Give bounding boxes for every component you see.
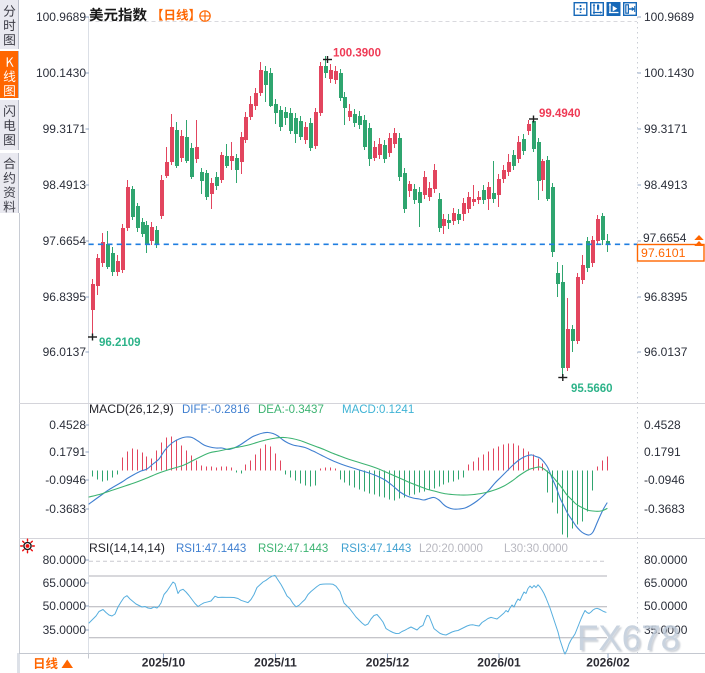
svg-text:2026/02: 2026/02 (586, 656, 630, 670)
svg-text:65.0000: 65.0000 (644, 576, 688, 590)
svg-text:96.2109: 96.2109 (99, 337, 141, 349)
svg-text:2025/12: 2025/12 (366, 656, 410, 670)
svg-text:98.4913: 98.4913 (43, 178, 87, 192)
svg-text:0.4528: 0.4528 (49, 418, 86, 432)
svg-text:50.0000: 50.0000 (43, 599, 87, 613)
svg-text:96.8395: 96.8395 (43, 290, 87, 304)
svg-text:80.0000: 80.0000 (43, 553, 87, 567)
svg-text:0.1791: 0.1791 (49, 445, 86, 459)
svg-text:50.0000: 50.0000 (644, 599, 688, 613)
svg-text:97.6654: 97.6654 (43, 234, 87, 248)
svg-text:-0.3683: -0.3683 (644, 502, 685, 516)
svg-text:100.3900: 100.3900 (333, 48, 381, 60)
svg-text:-0.3683: -0.3683 (45, 502, 86, 516)
svg-text:100.9689: 100.9689 (36, 10, 86, 24)
svg-text:FX678: FX678 (577, 619, 680, 658)
svg-text:99.3171: 99.3171 (43, 122, 87, 136)
svg-text:97.6654: 97.6654 (643, 231, 687, 245)
svg-text:96.8395: 96.8395 (644, 290, 688, 304)
svg-text:100.9689: 100.9689 (644, 10, 694, 24)
svg-text:99.3171: 99.3171 (644, 122, 688, 136)
svg-text:-0.0946: -0.0946 (45, 473, 86, 487)
svg-text:L20:20.0000: L20:20.0000 (419, 543, 483, 555)
svg-text:L30:30.0000: L30:30.0000 (504, 543, 568, 555)
svg-text:35.0000: 35.0000 (644, 623, 688, 637)
svg-text:35.0000: 35.0000 (43, 623, 87, 637)
svg-text:2026/01: 2026/01 (477, 656, 521, 670)
svg-text:RSI2:47.1443: RSI2:47.1443 (258, 543, 328, 555)
svg-text:RSI(14,14,14): RSI(14,14,14) (89, 541, 165, 555)
svg-text:96.0137: 96.0137 (43, 345, 87, 359)
svg-text:MACD:0.1241: MACD:0.1241 (342, 404, 414, 416)
svg-text:97.6101: 97.6101 (641, 246, 686, 260)
svg-text:2025/10: 2025/10 (142, 656, 186, 670)
svg-text:-0.0946: -0.0946 (644, 473, 685, 487)
svg-text:MACD(26,12,9): MACD(26,12,9) (89, 402, 174, 416)
svg-text:99.4940: 99.4940 (539, 108, 581, 120)
svg-text:RSI3:47.1443: RSI3:47.1443 (341, 543, 411, 555)
svg-text:80.0000: 80.0000 (644, 553, 688, 567)
svg-text:100.1430: 100.1430 (36, 66, 86, 80)
svg-text:DIFF:-0.2816: DIFF:-0.2816 (182, 404, 250, 416)
svg-text:DEA:-0.3437: DEA:-0.3437 (258, 404, 324, 416)
svg-text:RSI1:47.1443: RSI1:47.1443 (176, 543, 246, 555)
svg-text:95.5660: 95.5660 (571, 383, 613, 395)
svg-text:65.0000: 65.0000 (43, 576, 87, 590)
svg-text:98.4913: 98.4913 (644, 178, 688, 192)
svg-text:0.1791: 0.1791 (644, 445, 681, 459)
svg-text:0.4528: 0.4528 (644, 418, 681, 432)
svg-text:2025/11: 2025/11 (254, 656, 297, 670)
svg-text:100.1430: 100.1430 (644, 66, 694, 80)
svg-text:96.0137: 96.0137 (644, 345, 688, 359)
